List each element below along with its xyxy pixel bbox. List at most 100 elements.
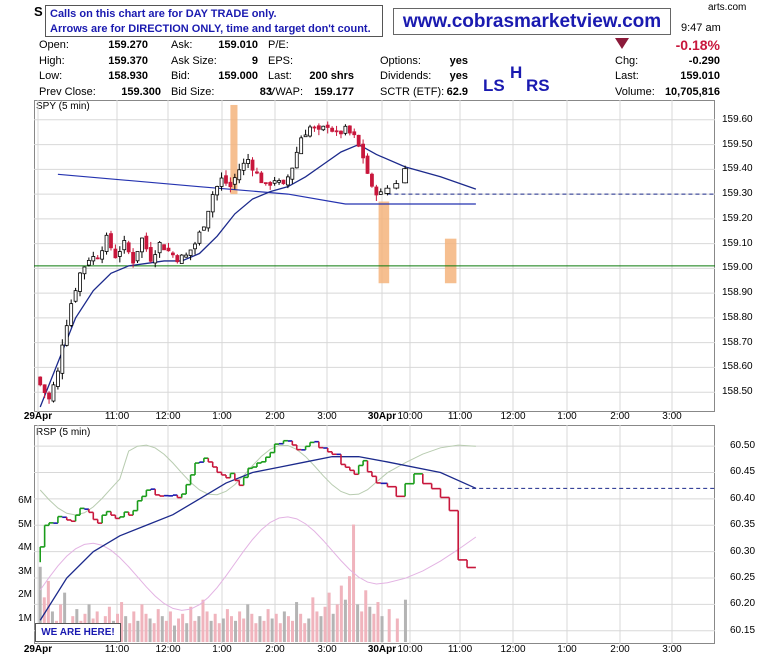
spy-candle <box>131 252 135 264</box>
volume-bar <box>213 613 217 642</box>
rsp-x-tick-label: 10:00 <box>397 644 423 655</box>
spy-candle <box>109 233 113 249</box>
spy-candle <box>135 251 140 262</box>
spy-candle <box>339 130 343 135</box>
spy-candle <box>268 182 273 186</box>
volume-bar <box>307 618 311 642</box>
volume-bar <box>246 604 250 642</box>
spy-candle <box>246 159 250 164</box>
volume-bar <box>278 623 282 642</box>
volume-bar <box>291 620 295 642</box>
spy-candle <box>148 247 153 262</box>
chg-label: Chg: <box>615 55 639 67</box>
spy-candle <box>73 290 78 302</box>
sctr-label: SCTR (ETF): <box>380 86 445 98</box>
time-fragment: 9:47 am <box>681 22 721 34</box>
spy-candle <box>308 126 312 137</box>
volume-bar <box>376 602 380 642</box>
spy-candle <box>38 376 43 386</box>
website-banner[interactable]: www.cobrasmarketview.com <box>393 8 671 35</box>
volume-bar <box>197 616 201 642</box>
spy-neckline <box>57 173 476 205</box>
dividends-value: yes <box>449 70 468 82</box>
spy-y-tick-label: 159.40 <box>722 163 753 175</box>
spy-candle <box>100 250 105 260</box>
spy-plot-area <box>34 100 715 412</box>
pattern-right-shoulder: RS <box>526 76 550 95</box>
ask-value: 159.010 <box>218 39 258 51</box>
spy-candle <box>334 130 339 133</box>
dividends-label: Dividends: <box>380 70 432 82</box>
volume-bar <box>201 599 205 642</box>
spy-x-tick-label: 3:00 <box>317 411 337 422</box>
rsp-panel-title: RSP (5 min) <box>36 427 91 438</box>
spy-candle <box>166 247 171 252</box>
spy-x-tick-label: 11:00 <box>447 411 473 422</box>
spy-candle <box>356 134 361 147</box>
spy-candle <box>250 159 255 171</box>
volume-bar <box>270 618 274 642</box>
low-value: 158.930 <box>108 70 148 82</box>
spy-candle <box>60 344 65 374</box>
spy-candle <box>402 168 409 184</box>
volume-bar <box>144 613 148 642</box>
bid-value: 159.000 <box>218 70 258 82</box>
spy-candle <box>86 260 91 266</box>
ask-size-value: 9 <box>251 55 258 67</box>
spy-candle <box>215 186 220 196</box>
spy-y-tick-label: 159.00 <box>722 262 753 274</box>
spy-candle <box>255 171 259 174</box>
spy-candle <box>95 257 100 260</box>
volume-bar <box>364 590 368 642</box>
volume-bar <box>160 616 164 642</box>
spy-candle <box>303 134 308 138</box>
rsp-x-tick-label: 12:00 <box>155 644 181 655</box>
spy-candle <box>117 251 122 257</box>
spy-x-tick-label: 10:00 <box>397 411 423 422</box>
volume-bar <box>242 618 246 642</box>
spy-x-tick-label: 2:00 <box>265 411 285 422</box>
volume-bar <box>229 616 233 642</box>
chg-value: -0.290 <box>688 55 720 67</box>
rsp-x-tick-label: 30Apr <box>367 644 397 655</box>
volume-label: Volume: <box>615 86 655 98</box>
volume-bar <box>286 616 290 642</box>
rsp-y-tick-label: 60.25 <box>730 572 756 584</box>
volume-bar <box>193 620 197 642</box>
spy-candle <box>330 127 335 132</box>
day-trade-notice: Calls on this chart are for DAY TRADE on… <box>45 5 383 37</box>
rsp-x-tick-label: 3:00 <box>662 644 682 655</box>
spy-x-tick-label: 29Apr <box>23 411 53 422</box>
spy-candle <box>277 180 281 183</box>
sctr-value: 62.9 <box>446 86 468 98</box>
spy-candle <box>352 131 357 136</box>
volume-bar <box>189 606 193 642</box>
rsp-x-tick-label: 11:00 <box>447 644 473 655</box>
volume-bar <box>172 625 176 642</box>
volume-bar <box>250 613 254 642</box>
spy-candle <box>232 177 237 185</box>
rsp-y-tick-label: 60.30 <box>730 545 756 557</box>
rsp-x-tick-label: 2:00 <box>610 644 630 655</box>
spy-candle <box>184 254 189 258</box>
spy-candle <box>175 255 180 263</box>
spy-candle <box>64 325 69 346</box>
volume-bar <box>299 613 303 642</box>
notice-line-2: Arrows are for DIRECTION ONLY, time and … <box>50 23 371 35</box>
spy-y-tick-label: 158.90 <box>722 287 753 299</box>
volume-bar <box>124 616 128 642</box>
volume-bar <box>136 620 140 642</box>
rsp-y-tick-label: 60.15 <box>730 624 756 636</box>
spy-candle <box>188 249 193 256</box>
rsp-overlay-line <box>39 516 477 611</box>
spy-y-tick-label: 159.30 <box>722 188 753 200</box>
rsp-x-tick-label: 3:00 <box>317 644 337 655</box>
volume-tick-label: 4M <box>18 542 32 553</box>
options-label: Options: <box>380 55 421 67</box>
volume-bar <box>343 599 347 642</box>
volume-bar <box>372 613 376 642</box>
spy-candle <box>290 167 295 180</box>
spy-highlight-bar <box>444 238 457 284</box>
vwap-label: VWAP: <box>268 86 304 98</box>
spy-candle <box>316 125 321 130</box>
